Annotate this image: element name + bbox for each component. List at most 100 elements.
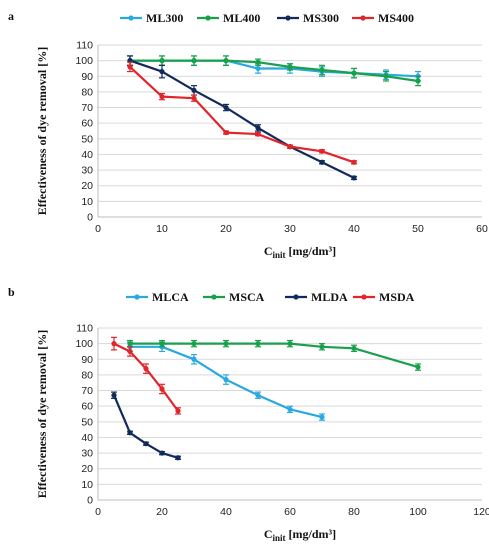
- legend-swatch-marker: [360, 15, 366, 21]
- series-line: [130, 59, 419, 78]
- data-point: [159, 450, 165, 456]
- data-point: [223, 377, 229, 383]
- y-tick-label: 70: [81, 385, 93, 397]
- data-point: [415, 78, 421, 84]
- data-point: [159, 94, 165, 100]
- data-point: [175, 408, 181, 414]
- x-axis-label-sub: init: [273, 533, 286, 543]
- data-point: [255, 131, 261, 137]
- data-point: [319, 344, 325, 350]
- y-tick-label: 80: [81, 369, 93, 381]
- data-point: [159, 68, 165, 75]
- legend-label: MSCA: [229, 290, 265, 304]
- y-tick-label: 100: [75, 338, 93, 350]
- y-tick-label: 90: [81, 71, 93, 83]
- panel-letter: b: [8, 285, 15, 299]
- data-point: [191, 87, 197, 93]
- series-MS400: [127, 61, 357, 165]
- data-point: [159, 58, 165, 64]
- data-point: [319, 159, 325, 165]
- data-point: [351, 70, 357, 76]
- data-point: [319, 67, 325, 73]
- y-axis-label: Effectiveness of dye removal [%]: [35, 330, 49, 498]
- series-line: [113, 342, 179, 412]
- data-point: [255, 65, 261, 72]
- data-point: [127, 430, 133, 436]
- chart-panel-a: a 0 10 20 30 40 50 60 70 80 90 100 110 0 10 20 30 40 50 60 E…: [8, 9, 488, 260]
- data-point: [255, 59, 261, 65]
- y-tick-label: 30: [81, 448, 93, 460]
- x-tick-label: 20: [156, 506, 168, 518]
- x-axis-label-unit: [mg/dm³]: [286, 527, 337, 541]
- y-tick-label: 110: [76, 323, 93, 335]
- data-point: [287, 144, 293, 150]
- data-point: [255, 125, 261, 131]
- data-point: [415, 364, 421, 370]
- data-point: [255, 341, 261, 347]
- legend-swatch-marker: [134, 294, 140, 300]
- data-point: [351, 175, 357, 181]
- y-tick-label: 30: [81, 165, 93, 177]
- data-point: [143, 441, 149, 447]
- data-point: [287, 406, 293, 412]
- y-tick-label: 40: [81, 149, 93, 161]
- data-point: [223, 58, 229, 64]
- legend-swatch-marker: [205, 15, 211, 21]
- legend-label: MS300: [303, 11, 339, 25]
- data-point: [287, 341, 293, 347]
- x-axis-label-unit: [mg/dm³]: [286, 244, 337, 258]
- series-line: [129, 59, 355, 179]
- panel-letter: a: [8, 9, 14, 23]
- series-ML400: [127, 55, 421, 87]
- series-line: [130, 342, 419, 369]
- series-line: [129, 66, 355, 164]
- legend-label: MLCA: [152, 290, 189, 304]
- data-point: [191, 356, 197, 362]
- data-point: [223, 129, 229, 136]
- y-tick-label: 20: [81, 180, 93, 192]
- x-tick-label: 0: [95, 223, 101, 235]
- y-tick-label: 50: [81, 416, 93, 428]
- data-point: [191, 58, 197, 64]
- data-point: [351, 159, 357, 165]
- y-tick-label: 60: [81, 401, 93, 413]
- legend-swatch-marker: [211, 294, 217, 300]
- data-point: [159, 386, 165, 392]
- data-point: [255, 392, 261, 398]
- x-axis-label-main: C: [264, 244, 273, 258]
- x-tick-label: 80: [348, 506, 360, 518]
- x-tick-label: 60: [476, 223, 488, 235]
- y-axis-label: Effectiveness of dye removal [%]: [35, 47, 49, 215]
- data-point: [127, 64, 133, 70]
- legend-label: ML300: [146, 11, 183, 25]
- data-point: [287, 64, 293, 70]
- legend-swatch-marker: [361, 294, 367, 300]
- data-point: [127, 341, 133, 347]
- series-line: [112, 394, 179, 459]
- data-point: [127, 348, 133, 355]
- y-tick-label: 80: [81, 86, 93, 98]
- data-point: [223, 341, 229, 347]
- legend-swatch-marker: [128, 15, 134, 21]
- x-tick-label: 40: [220, 506, 232, 518]
- series-MLDA: [111, 391, 181, 461]
- series-MSDA: [111, 336, 181, 415]
- y-tick-label: 70: [81, 102, 93, 114]
- y-tick-label: 110: [76, 40, 93, 52]
- y-tick-label: 0: [87, 212, 93, 224]
- series-line: [130, 59, 419, 83]
- x-tick-label: 60: [284, 506, 296, 518]
- x-axis-label-sub: init: [273, 250, 286, 260]
- chart-panel-b: b 0 10 20 30 40 50 60 70 80 90 100 110 0 20 40 60 80 100 12…: [8, 285, 489, 543]
- data-point: [111, 392, 117, 398]
- legend-label: MLDA: [311, 290, 348, 304]
- data-point: [223, 104, 229, 111]
- x-tick-label: 10: [156, 223, 168, 235]
- x-tick-label: 50: [412, 223, 424, 235]
- y-tick-label: 40: [81, 432, 93, 444]
- y-tick-label: 20: [81, 463, 93, 475]
- data-point: [111, 341, 117, 347]
- x-tick-label: 20: [220, 223, 232, 235]
- data-point: [159, 341, 165, 347]
